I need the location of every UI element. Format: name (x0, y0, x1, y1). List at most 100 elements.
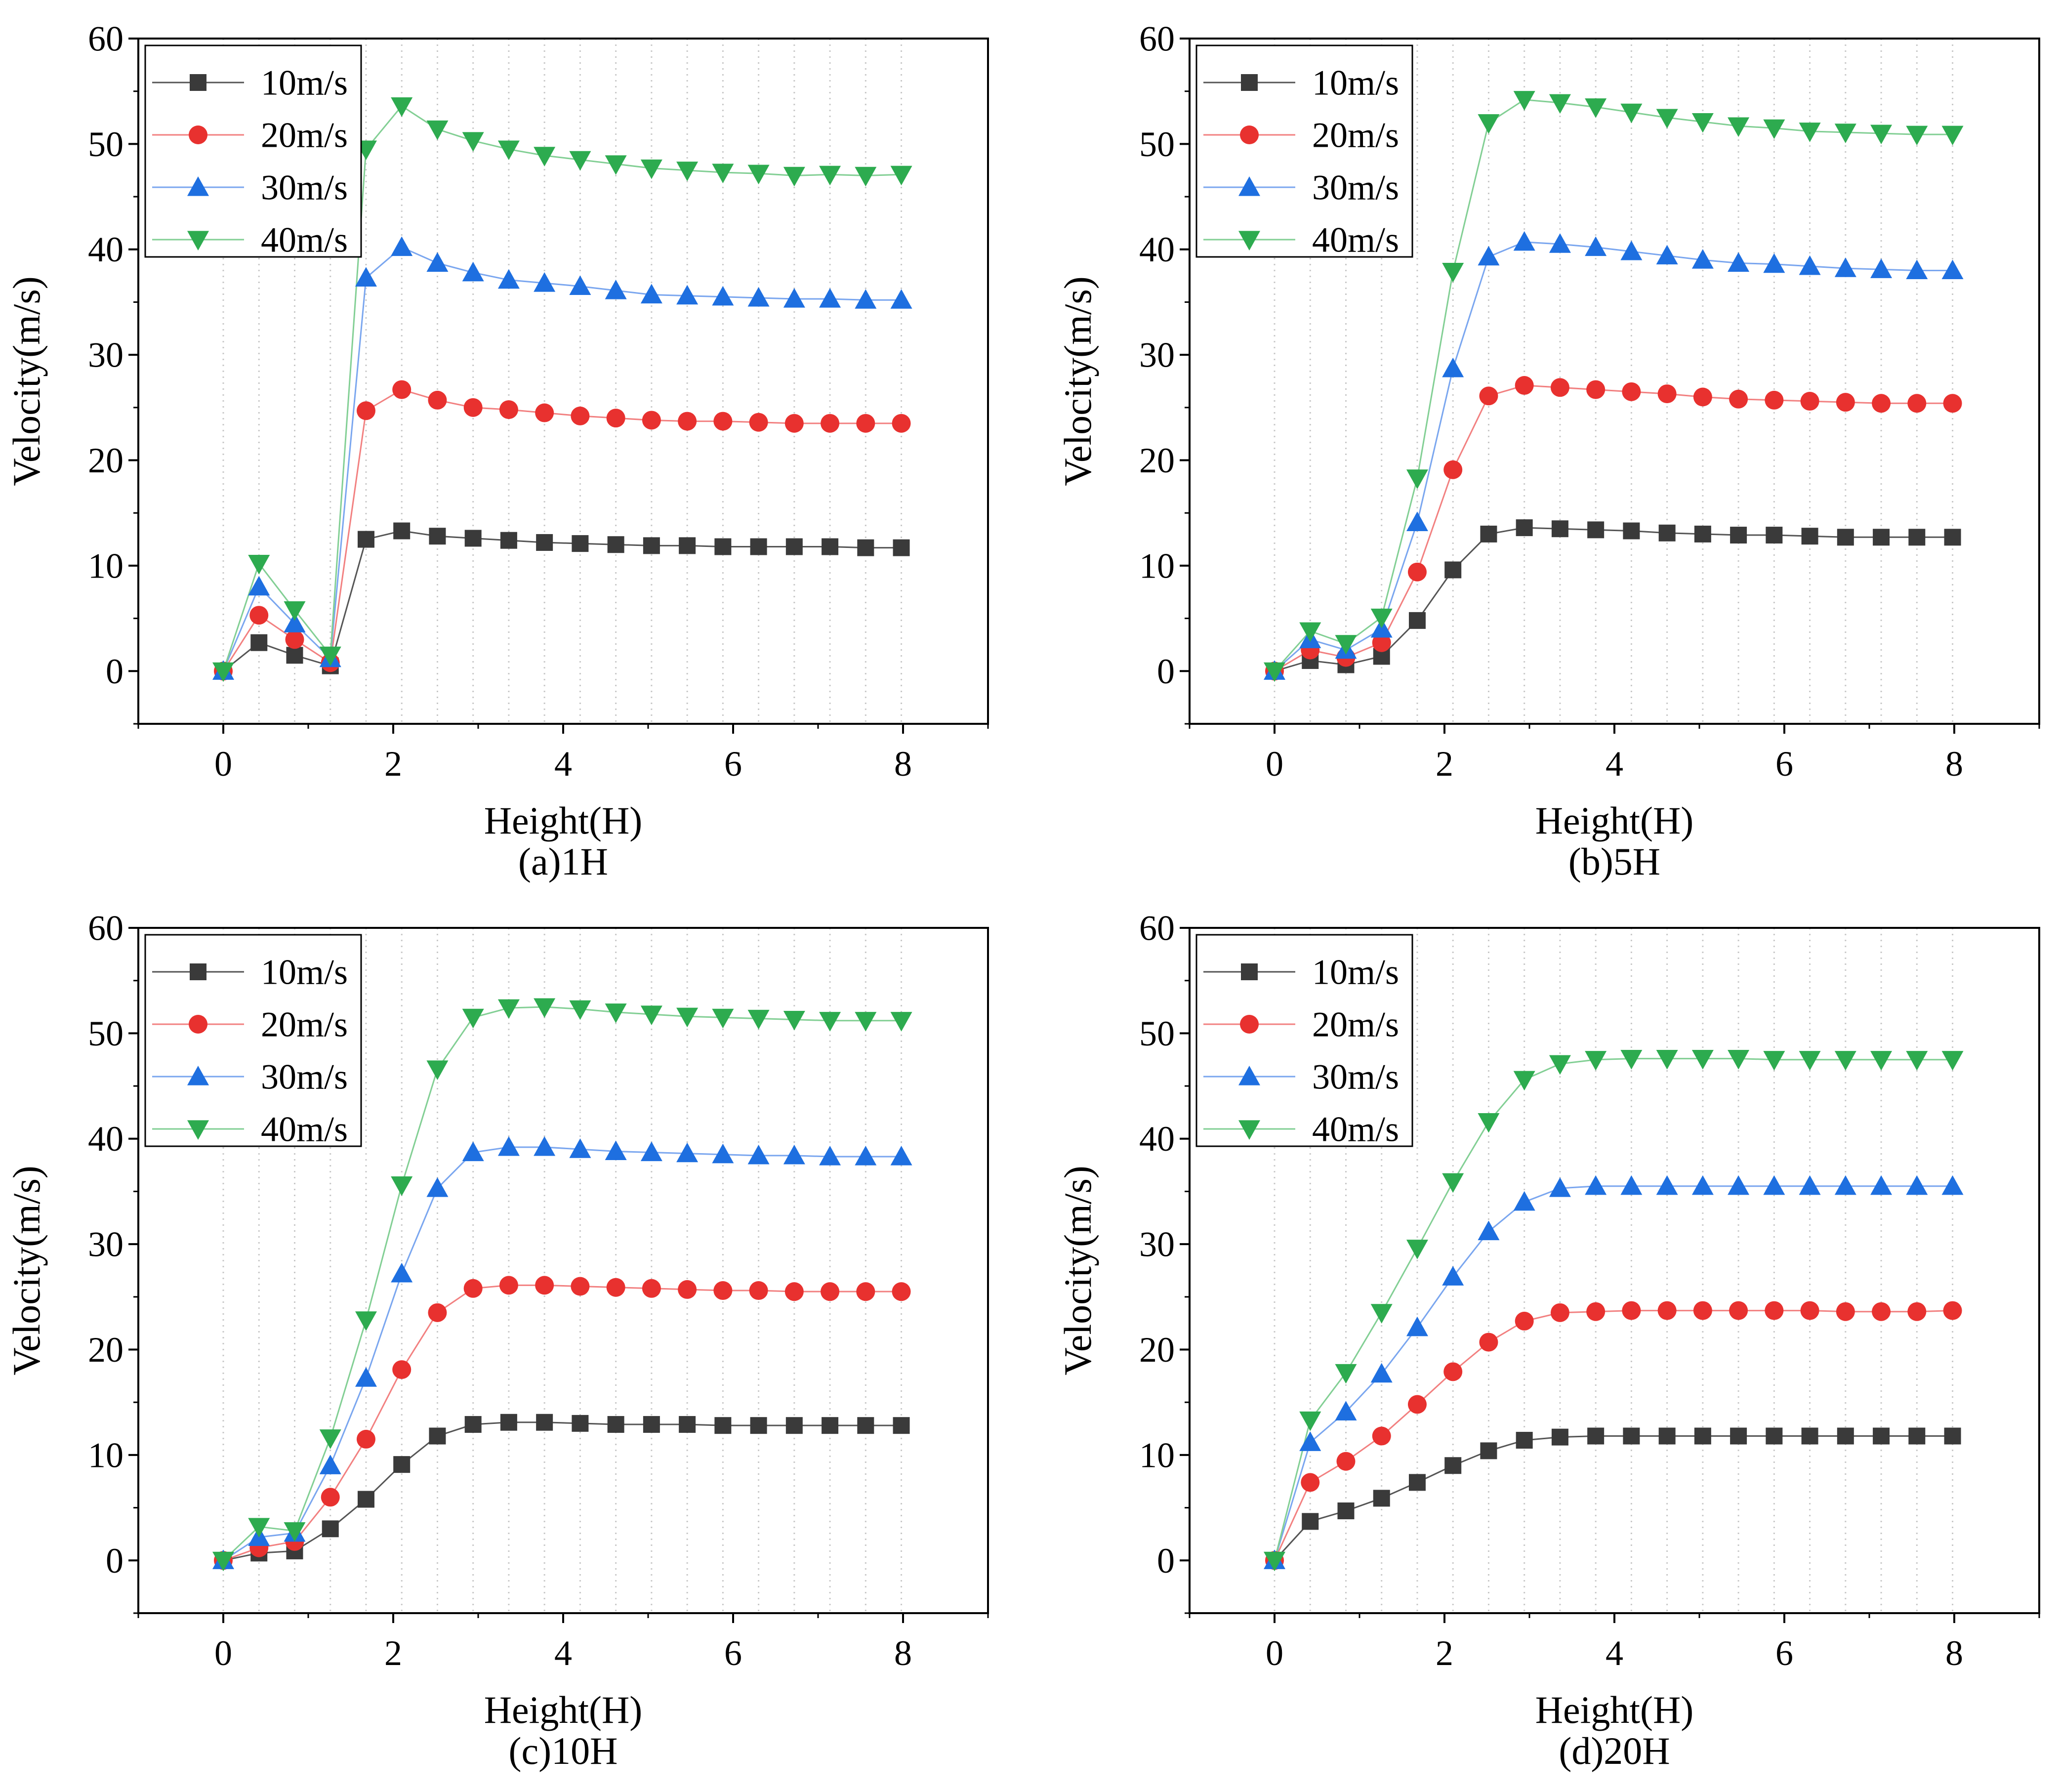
data-point (1478, 1113, 1500, 1133)
x-tick-label: 4 (554, 744, 572, 784)
data-point (1691, 1049, 1714, 1070)
legend-marker (189, 125, 207, 144)
x-tick-label: 2 (384, 744, 402, 784)
data-point (857, 539, 874, 556)
data-point (1907, 394, 1927, 413)
data-point (1694, 1427, 1711, 1445)
data-point (1480, 525, 1497, 542)
data-point (1870, 1051, 1893, 1071)
x-axis-label: Height(H) (1535, 799, 1694, 842)
data-point (1302, 1513, 1319, 1530)
data-point (712, 1143, 734, 1164)
data-point (248, 1518, 270, 1538)
data-point (1906, 1175, 1928, 1195)
data-point (1478, 1220, 1500, 1241)
data-point (1728, 1175, 1750, 1195)
data-point (1620, 103, 1643, 124)
data-point (1550, 378, 1569, 397)
data-point (1407, 562, 1427, 582)
data-point (499, 1276, 518, 1295)
data-point (1443, 460, 1463, 479)
data-point (819, 166, 841, 186)
data-point (1408, 612, 1426, 629)
data-point (212, 1551, 234, 1572)
y-tick-label: 30 (1139, 335, 1175, 375)
x-tick-label: 6 (724, 1633, 742, 1673)
y-tick-label: 20 (1139, 1330, 1175, 1370)
data-point (212, 662, 234, 682)
data-point (1799, 1175, 1821, 1195)
y-tick-label: 50 (88, 1014, 124, 1053)
legend-box (1195, 44, 1413, 258)
y-tick-label: 10 (1139, 1435, 1175, 1475)
data-point (783, 288, 805, 308)
data-point (1906, 125, 1928, 146)
data-point (1372, 1426, 1391, 1446)
x-tick-label: 4 (1606, 744, 1623, 784)
data-point (1694, 525, 1711, 542)
data-point (1406, 511, 1428, 532)
legend-marker (187, 231, 209, 250)
data-point (1944, 529, 1961, 546)
data-point (890, 289, 912, 309)
data-point (1763, 119, 1785, 139)
data-point (1372, 633, 1391, 652)
data-point (855, 289, 877, 309)
data-point (750, 538, 767, 555)
series-line-20m/s (222, 388, 902, 672)
data-point (1513, 231, 1535, 251)
data-point (284, 601, 306, 621)
data-point (605, 1140, 627, 1160)
x-tick-label: 8 (894, 1633, 912, 1673)
data-point (321, 1488, 340, 1507)
legend-label: 30m/s (261, 1057, 348, 1096)
data-point (892, 414, 911, 433)
y-tick-label: 0 (1157, 1541, 1175, 1581)
y-tick-label: 40 (88, 1119, 124, 1159)
x-tick-label: 6 (1775, 744, 1793, 784)
data-point (1873, 1427, 1890, 1445)
data-point (1513, 1191, 1535, 1211)
data-point (855, 167, 877, 187)
panel-caption: (b)5H (1568, 840, 1660, 883)
y-tick-label: 0 (106, 1541, 124, 1581)
legend-marker (190, 963, 206, 980)
data-point (784, 414, 804, 433)
chart-panel: 0 10 20 30 40 50 60 0 2 4 6 8 Height(H) Velocity(m/s)… (5, 908, 989, 1772)
data-point (749, 413, 768, 432)
data-point (535, 1276, 554, 1295)
data-point (1337, 1502, 1355, 1520)
data-point (1299, 622, 1321, 642)
data-point (1480, 1442, 1497, 1459)
x-axis-label: Height(H) (1535, 1688, 1694, 1731)
data-point (391, 1176, 413, 1196)
legend-label: 20m/s (1312, 1004, 1399, 1044)
data-point (1691, 1175, 1714, 1195)
data-point (821, 1282, 840, 1301)
data-point (1549, 1055, 1571, 1075)
data-point (1620, 241, 1643, 260)
data-point (819, 1012, 841, 1032)
y-tick-label: 30 (88, 1225, 124, 1264)
legend-marker (1238, 231, 1260, 250)
data-point (605, 155, 627, 175)
legend-marker (190, 74, 206, 91)
data-point (1586, 380, 1606, 399)
y-tick-label: 10 (88, 546, 124, 585)
data-point (640, 1141, 662, 1162)
data-point (1870, 1175, 1893, 1195)
data-point (462, 132, 484, 152)
data-point (819, 288, 841, 308)
data-point (1623, 522, 1640, 540)
data-point (643, 1416, 660, 1433)
data-point (1620, 1175, 1643, 1195)
data-point (1799, 255, 1821, 275)
data-point (679, 1416, 696, 1433)
data-point (712, 1008, 734, 1029)
data-point (1301, 1473, 1320, 1492)
data-point (855, 1146, 877, 1166)
data-point (534, 147, 556, 167)
data-point (1335, 1401, 1357, 1421)
data-point (1658, 1427, 1676, 1445)
data-point (1622, 382, 1641, 401)
